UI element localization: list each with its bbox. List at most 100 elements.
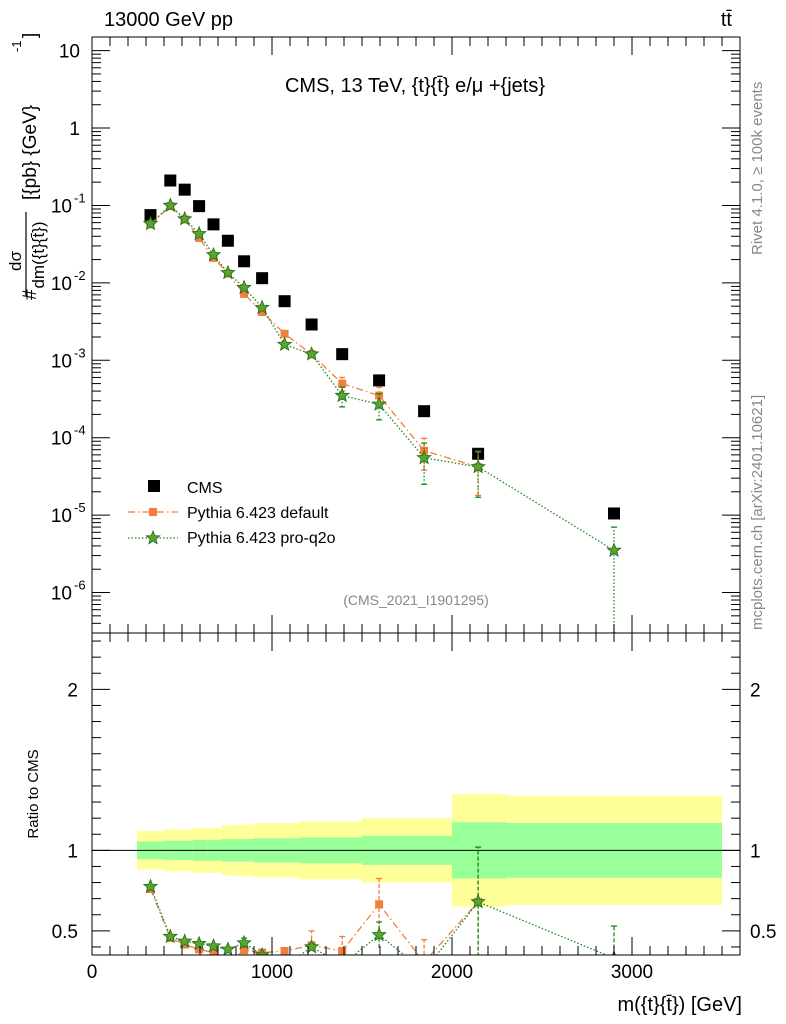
legend-marker-cms (148, 480, 160, 492)
ratio-point-proq2o (371, 926, 387, 942)
main-y-tick-label: 10 (51, 429, 72, 450)
main-point-cms (278, 295, 291, 308)
main-point-proq2o (276, 336, 293, 351)
main-point-cms (207, 218, 220, 231)
main-point-proq2o (371, 396, 387, 411)
legend-label-proq2o: Pythia 6.423 pro-q2o (187, 530, 336, 547)
main-point-default (195, 233, 204, 242)
ratio-panel: 0.5 0.5 1 1 2 2 0 1000 2000 3000 Ratio to CMS m({… (25, 632, 776, 1016)
main-point-cms (164, 174, 177, 187)
main-y-tick-label: 10 (51, 274, 72, 295)
legend-item-proq2o: Pythia 6.423 pro-q2o (128, 529, 336, 547)
ratio-line-proq2o (149, 886, 608, 955)
main-point-default (258, 308, 267, 317)
legend-label-cms: CMS (187, 480, 223, 497)
legend-item-cms: CMS (148, 480, 223, 497)
main-y-tick-label: 10 (51, 196, 72, 217)
main-point-proq2o (334, 387, 350, 403)
main-point-proq2o (470, 458, 486, 474)
ratio-line-default (149, 888, 479, 955)
ratio-point-default (240, 946, 249, 955)
main-point-default (240, 289, 249, 298)
legend: CMS Pythia 6.423 default Pythia 6.423 pr… (128, 480, 336, 547)
header-right: tt̄ (721, 9, 733, 31)
header-left: 13000 GeV pp (104, 9, 233, 31)
ratio-point-default (195, 945, 204, 954)
main-point-proq2o (236, 279, 252, 295)
ratio-point-proq2o (191, 935, 207, 951)
ratio-point-default (209, 948, 218, 955)
mcplots-text: mcplots.cern.ch [arXiv:2401.10621] (749, 395, 766, 630)
main-point-cms (256, 272, 269, 285)
ratio-point-proq2o (142, 878, 159, 894)
main-point-default (375, 391, 384, 400)
main-point-default (338, 379, 347, 388)
main-marks (142, 174, 622, 633)
main-point-proq2o (416, 449, 432, 465)
ylabel-close: ] (20, 33, 41, 38)
main-point-cms (238, 255, 251, 268)
ylabel-prefix: # (20, 289, 41, 300)
main-point-cms (221, 234, 234, 247)
main-point-cms (336, 348, 349, 361)
ratio-y-tick-label-left: 0.5 (52, 922, 78, 943)
legend-label-default: Pythia 6.423 default (187, 505, 329, 522)
ratio-point-proq2o (336, 958, 349, 971)
main-point-proq2o (303, 346, 320, 361)
x-tick-label: 2000 (431, 962, 473, 983)
ratio-point-proq2o (236, 934, 252, 950)
ratio-y-tick-label-right: 2 (750, 680, 761, 701)
ratio-frame (91, 632, 741, 956)
ratio-y-tick-label-right: 1 (750, 841, 761, 862)
x-tick-label: 1000 (251, 962, 293, 983)
main-point-proq2o (176, 210, 193, 226)
ratio-y-tick-label-left: 2 (67, 680, 78, 701)
main-y-tick-label: 1 (69, 119, 80, 140)
main-point-proq2o (254, 299, 270, 315)
analysis-id: (CMS_2021_I1901295) (343, 592, 489, 608)
main-point-cms (178, 183, 191, 196)
ylabel-frac-den: dm({t}{t̄}) (29, 221, 48, 288)
rivet-version-text: Rivet 4.1.0, ≥ 100k events (749, 82, 766, 255)
ratio-point-default (375, 900, 384, 909)
main-point-proq2o (220, 264, 236, 280)
ratio-ticks: 0.5 0.5 1 1 2 2 0 1000 2000 3000 (52, 633, 776, 983)
ratio-point-proq2o (176, 933, 193, 948)
main-y-tick-label: 10 (51, 584, 72, 605)
ratio-point-proq2o (254, 946, 270, 955)
ratio-point-proq2o (470, 893, 486, 909)
main-point-default (280, 329, 289, 338)
ratio-point-default (224, 959, 232, 967)
main-point-cms (608, 507, 620, 520)
main-y-tick-exp: -6 (74, 578, 86, 593)
ratio-point-default (280, 946, 289, 955)
main-point-cms (373, 374, 386, 387)
x-tick-label: 3000 (611, 962, 653, 983)
main-y-tick-label: 10 (51, 506, 72, 527)
ratio-y-axis-label: Ratio to CMS (25, 749, 42, 838)
ratio-marks (142, 846, 617, 977)
ratio-point-default (420, 958, 428, 966)
main-y-tick-label: 10 (51, 351, 72, 372)
main-line-default (150, 205, 479, 468)
main-point-proq2o (606, 542, 622, 557)
main-y-axis-label: # dσ dm({t}{t̄}) [{pb} {GeV} -1 ] (6, 33, 48, 300)
ratio-point-proq2o (205, 938, 222, 953)
main-y-tick-label: 10 (59, 42, 80, 63)
main-point-proq2o (205, 246, 222, 262)
ylabel-exp: -1 (9, 40, 24, 52)
x-tick-label: 0 (87, 962, 98, 983)
main-y-tick-exp: -2 (74, 268, 86, 283)
legend-marker-default (149, 508, 157, 516)
main-point-cms (418, 405, 431, 418)
legend-marker-proq2o (145, 529, 161, 545)
ylabel-frac-num: dσ (6, 251, 25, 271)
ratio-point-proq2o (417, 964, 430, 977)
ylabel-suffix: [{pb} {GeV} (20, 105, 41, 200)
ratio-point-proq2o (220, 941, 236, 955)
main-point-proq2o (142, 215, 159, 231)
main-point-proq2o (191, 225, 207, 241)
